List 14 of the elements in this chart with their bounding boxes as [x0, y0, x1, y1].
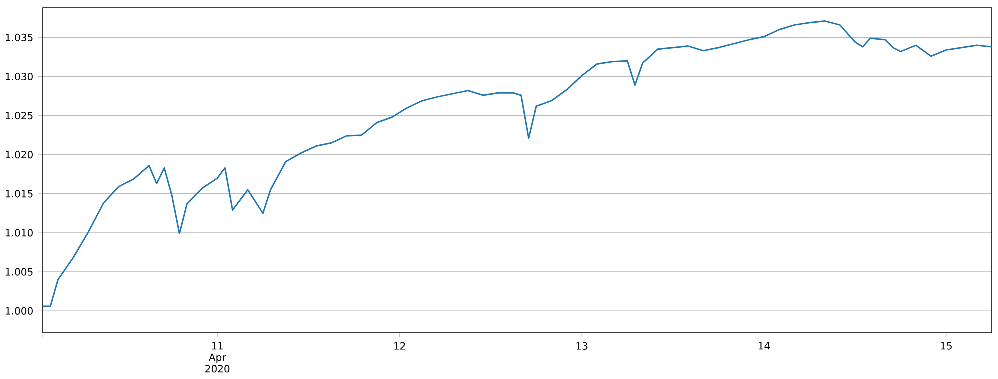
y-tick-label: 1.020: [6, 151, 33, 159]
y-tick-label: 1.015: [6, 190, 33, 198]
y-tick-label: 1.035: [6, 34, 33, 42]
x-tick-label: 15: [941, 342, 952, 350]
x-tick-label: 14: [758, 342, 770, 350]
x-tick-label: 13: [576, 342, 588, 350]
y-tick-label: 1.030: [6, 72, 33, 81]
y-tick-label: 1.025: [6, 112, 33, 120]
y-tick-label: 1.010: [6, 229, 33, 237]
line-series: [43, 20, 992, 308]
x-tick-label: 12: [394, 342, 406, 350]
y-tick-label: 1.005: [6, 268, 33, 276]
x-tick-label: 11 Apr 2020: [206, 342, 230, 373]
y-tick-label: 1.000: [6, 307, 33, 315]
